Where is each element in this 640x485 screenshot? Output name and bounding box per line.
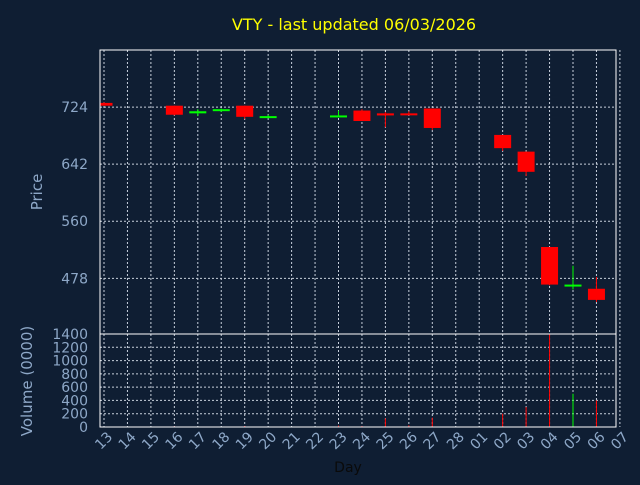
volume-tick-label: 1200 <box>52 340 88 356</box>
candle-body <box>330 115 347 118</box>
candle-body <box>541 246 559 285</box>
price-tick-label: 560 <box>61 214 88 230</box>
candle-body <box>212 109 230 112</box>
volume-tick-label: 1000 <box>52 354 88 370</box>
candle-body <box>423 108 441 128</box>
candle-body <box>236 105 254 117</box>
volume-panel-frame <box>99 333 617 428</box>
volume-tick-label: 400 <box>61 393 88 409</box>
candle-body <box>189 111 207 114</box>
volume-tick-label: 0 <box>79 420 88 436</box>
price-axis-label: Price <box>28 174 46 211</box>
candle-body <box>100 102 113 106</box>
chart-title: VTY - last updated 06/03/2026 <box>232 15 476 34</box>
candle-body <box>259 116 277 119</box>
price-tick-label: 478 <box>61 271 88 287</box>
price-tick-label: 724 <box>61 100 88 116</box>
candle-body <box>376 113 394 116</box>
volume-axis-label: Volume (0000) <box>18 326 36 436</box>
candle-body <box>165 105 183 115</box>
candle-body <box>517 151 535 172</box>
volume-tick-label: 600 <box>61 380 88 396</box>
candle-body <box>400 113 418 116</box>
candle-body <box>564 284 582 287</box>
volume-tick-label: 200 <box>61 407 88 423</box>
volume-tick-label: 1400 <box>52 327 88 343</box>
x-axis-label: Day <box>334 460 362 476</box>
candle-body <box>353 110 371 121</box>
volume-tick-label: 800 <box>61 367 88 383</box>
candle-body <box>494 134 512 149</box>
candle-body <box>587 288 605 300</box>
price-tick-label: 642 <box>61 157 88 173</box>
